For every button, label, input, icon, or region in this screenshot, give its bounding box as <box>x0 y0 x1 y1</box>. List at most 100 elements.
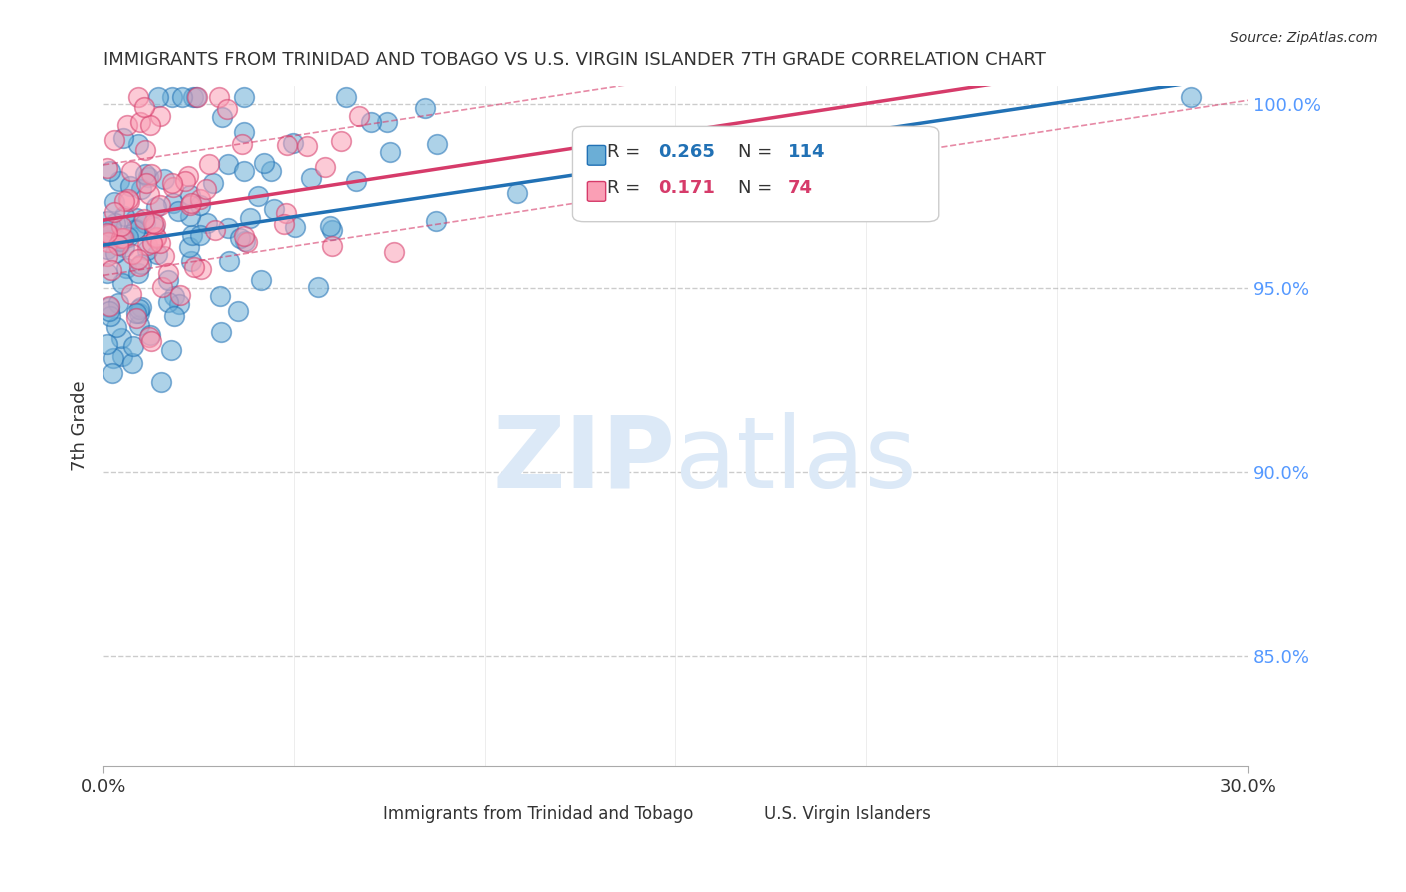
Point <box>145 230 167 244</box>
Point <box>120 287 142 301</box>
Point <box>131 257 153 271</box>
Point <box>117 192 139 206</box>
Point <box>136 238 159 252</box>
FancyBboxPatch shape <box>588 181 606 202</box>
Point <box>96 227 118 242</box>
Point <box>260 164 283 178</box>
Point <box>204 222 226 236</box>
Point <box>281 136 304 150</box>
Point <box>375 114 398 128</box>
Point <box>141 236 163 251</box>
Point <box>118 194 141 209</box>
Point <box>107 233 129 247</box>
Point <box>112 240 135 254</box>
Text: R =: R = <box>607 144 645 161</box>
Point <box>110 230 132 244</box>
Point <box>160 89 183 103</box>
Point <box>97 300 120 314</box>
Point <box>231 137 253 152</box>
Point <box>134 216 156 230</box>
Point <box>195 182 218 196</box>
Point <box>160 343 183 357</box>
Point <box>112 231 135 245</box>
Point <box>198 157 221 171</box>
Point <box>96 336 118 351</box>
Point <box>149 109 172 123</box>
Point <box>98 164 121 178</box>
Point <box>122 339 145 353</box>
Point <box>160 176 183 190</box>
Point <box>108 234 131 248</box>
Point <box>276 206 298 220</box>
Point <box>124 223 146 237</box>
Point <box>121 356 143 370</box>
Point <box>181 227 204 242</box>
Point <box>226 304 249 318</box>
Point <box>127 137 149 152</box>
Point <box>232 229 254 244</box>
Point <box>127 266 149 280</box>
Point <box>125 310 148 325</box>
FancyBboxPatch shape <box>572 127 939 222</box>
Text: ZIP: ZIP <box>492 411 675 508</box>
Point <box>183 89 205 103</box>
Point <box>228 231 250 245</box>
Text: Immigrants from Trinidad and Tobago: Immigrants from Trinidad and Tobago <box>382 805 693 823</box>
Point <box>188 193 211 207</box>
Point <box>176 169 198 183</box>
Point <box>142 216 165 230</box>
Point <box>249 272 271 286</box>
Point <box>112 194 135 208</box>
Point <box>284 220 307 235</box>
Point <box>202 176 225 190</box>
Point <box>135 244 157 258</box>
Text: 114: 114 <box>787 144 825 161</box>
Point <box>136 170 159 185</box>
Point <box>112 230 135 244</box>
Point <box>233 89 256 103</box>
Point <box>145 231 167 245</box>
Point <box>217 157 239 171</box>
Point <box>101 366 124 380</box>
Point <box>100 219 122 234</box>
Point <box>132 100 155 114</box>
Point <box>217 220 239 235</box>
Point <box>145 200 167 214</box>
Point <box>273 217 295 231</box>
Point <box>321 239 343 253</box>
Point <box>157 273 180 287</box>
Point <box>153 249 176 263</box>
Point <box>297 139 319 153</box>
Point <box>208 89 231 103</box>
Text: 0.171: 0.171 <box>658 178 716 196</box>
Point <box>143 217 166 231</box>
Point <box>163 309 186 323</box>
Point <box>125 306 148 320</box>
Point <box>96 242 118 256</box>
Point <box>425 213 447 227</box>
Point <box>120 164 142 178</box>
Point <box>104 217 127 231</box>
Text: Source: ZipAtlas.com: Source: ZipAtlas.com <box>1230 31 1378 45</box>
Point <box>382 244 405 259</box>
Point <box>149 198 172 212</box>
Y-axis label: 7th Grade: 7th Grade <box>72 381 89 471</box>
Point <box>163 289 186 303</box>
Point <box>139 334 162 348</box>
Point <box>96 266 118 280</box>
Text: 74: 74 <box>787 178 813 196</box>
Point <box>121 247 143 261</box>
Point <box>180 196 202 211</box>
Point <box>139 118 162 132</box>
Point <box>97 227 120 241</box>
Text: R =: R = <box>607 178 645 196</box>
Point <box>96 249 118 263</box>
Point <box>236 235 259 249</box>
Point <box>380 145 402 159</box>
Point <box>344 174 367 188</box>
Point <box>128 115 150 129</box>
Point <box>179 209 201 223</box>
Point <box>505 186 527 200</box>
Point <box>173 173 195 187</box>
Point <box>132 212 155 227</box>
